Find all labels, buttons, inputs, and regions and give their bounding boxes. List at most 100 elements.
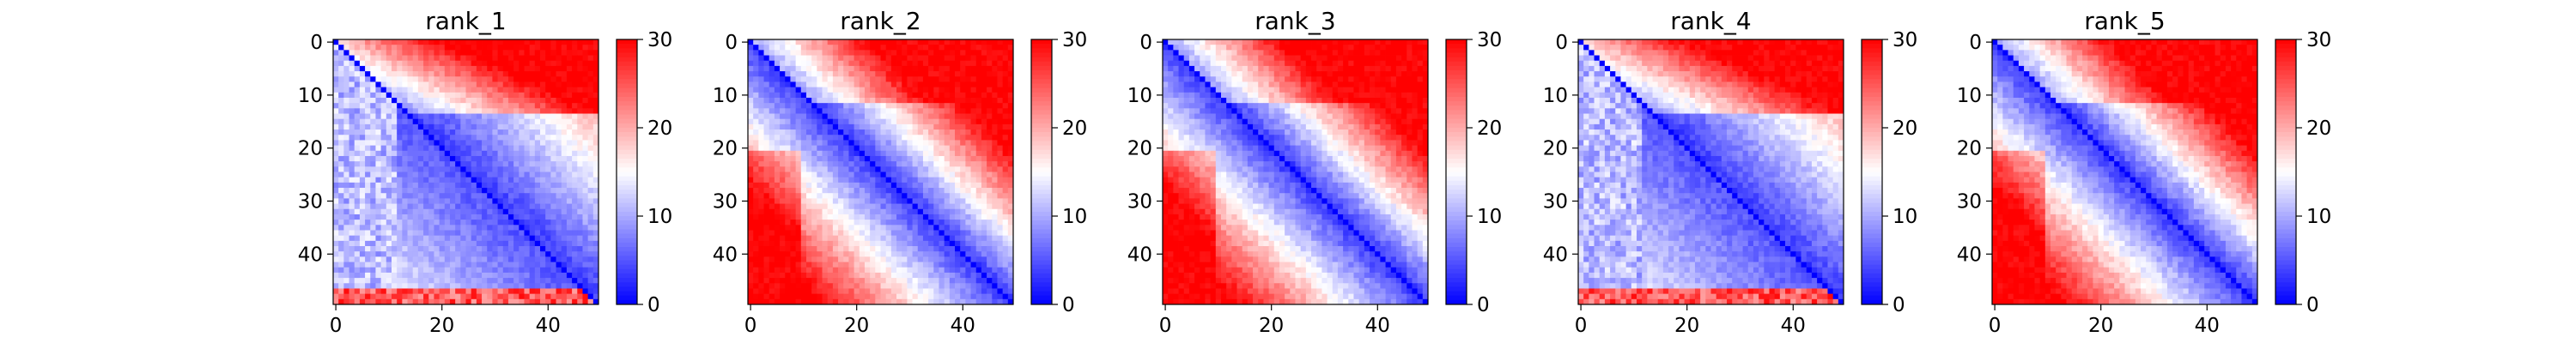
heatmap-cell xyxy=(928,103,934,109)
heatmap-cell xyxy=(333,214,339,220)
heatmap-cell xyxy=(748,103,754,109)
heatmap-cell xyxy=(402,97,408,104)
heatmap-cell xyxy=(556,92,562,99)
heatmap-cell xyxy=(912,161,919,167)
heatmap-cell xyxy=(928,208,934,215)
heatmap-cell xyxy=(896,45,902,51)
heatmap-cell xyxy=(928,172,934,178)
heatmap-cell xyxy=(524,272,531,279)
heatmap-cell xyxy=(497,198,504,204)
heatmap-cell xyxy=(592,129,599,135)
heatmap-cell xyxy=(955,193,961,199)
heatmap-cell xyxy=(545,203,551,210)
heatmap-cell xyxy=(460,155,466,162)
heatmap-cell xyxy=(928,251,934,257)
heatmap-cell xyxy=(885,246,892,252)
heatmap-cell xyxy=(870,76,876,82)
heatmap-cell xyxy=(375,65,382,72)
heatmap-cell xyxy=(960,55,966,62)
heatmap-cell xyxy=(1002,193,1009,199)
heatmap-cell xyxy=(482,39,488,45)
heatmap-cell xyxy=(370,81,376,88)
heatmap-cell xyxy=(848,251,854,257)
heatmap-cell xyxy=(939,45,945,51)
heatmap-cell xyxy=(566,182,573,189)
heatmap-cell xyxy=(471,203,477,210)
heatmap-cell xyxy=(439,188,446,194)
heatmap-cell xyxy=(572,256,578,262)
heatmap-cell xyxy=(338,97,344,104)
heatmap-cell xyxy=(502,235,509,242)
heatmap-cell xyxy=(370,166,376,172)
heatmap-cell xyxy=(970,135,977,141)
heatmap-cell xyxy=(333,108,339,114)
heatmap-cell xyxy=(822,113,829,120)
heatmap-cell xyxy=(817,65,823,72)
heatmap-cell xyxy=(870,81,876,88)
heatmap-cell xyxy=(519,50,525,56)
heatmap-cell xyxy=(587,161,594,167)
heatmap-cell xyxy=(785,71,791,77)
heatmap-cell xyxy=(780,203,786,210)
heatmap-cell xyxy=(912,55,919,62)
heatmap-cell xyxy=(848,50,854,56)
heatmap-cell xyxy=(482,50,488,56)
heatmap-cell xyxy=(577,182,583,189)
heatmap-cell xyxy=(790,65,797,72)
heatmap-cell xyxy=(885,188,892,194)
heatmap-cell xyxy=(513,283,519,289)
heatmap-cell xyxy=(753,92,759,99)
heatmap-cell xyxy=(476,298,483,305)
heatmap-cell xyxy=(859,129,866,135)
heatmap-cell xyxy=(592,108,599,114)
heatmap-cell xyxy=(487,60,493,67)
heatmap-cell xyxy=(349,145,355,152)
heatmap-cell xyxy=(354,177,361,184)
heatmap-cell xyxy=(811,283,817,289)
heatmap-cell xyxy=(928,235,934,242)
heatmap-cell xyxy=(997,288,1004,295)
heatmap-cell xyxy=(774,103,781,109)
heatmap-cell xyxy=(577,278,583,284)
heatmap-cell xyxy=(407,113,414,120)
heatmap-cell xyxy=(763,140,770,146)
heatmap-cell xyxy=(380,123,387,130)
heatmap-cell xyxy=(817,50,823,56)
heatmap-cell xyxy=(428,103,434,109)
heatmap-cell xyxy=(843,39,849,45)
heatmap-cell xyxy=(960,161,966,167)
heatmap-cell xyxy=(572,92,578,99)
heatmap-cell xyxy=(1002,135,1009,141)
heatmap-cell xyxy=(529,55,536,62)
heatmap-cell xyxy=(890,208,897,215)
heatmap-cell xyxy=(465,150,472,157)
heatmap-cell xyxy=(933,60,939,67)
heatmap-cell xyxy=(896,123,902,130)
heatmap-cell xyxy=(785,81,791,88)
heatmap-cell xyxy=(349,293,355,300)
heatmap-cell xyxy=(476,278,483,284)
heatmap-cell xyxy=(370,293,376,300)
heatmap-cell xyxy=(402,246,408,252)
heatmap-cell xyxy=(1002,251,1009,257)
heatmap-cell xyxy=(774,172,781,178)
heatmap-cell xyxy=(811,214,817,220)
heatmap-cell xyxy=(928,246,934,252)
heatmap-cell xyxy=(338,262,344,268)
heatmap-cell xyxy=(960,283,966,289)
heatmap-cell xyxy=(540,161,546,167)
heatmap-cell xyxy=(859,278,866,284)
heatmap-cell xyxy=(795,278,802,284)
panel-title: rank_2 xyxy=(840,7,920,35)
heatmap-cell xyxy=(572,166,578,172)
heatmap-cell xyxy=(349,220,355,226)
heatmap-cell xyxy=(933,87,939,93)
heatmap-cell xyxy=(592,103,599,109)
heatmap-cell xyxy=(763,278,770,284)
heatmap-cell xyxy=(487,55,493,62)
heatmap-cell xyxy=(753,161,759,167)
heatmap-cell xyxy=(748,177,754,184)
heatmap-cell xyxy=(753,140,759,146)
colorbar-tick-label: 20 xyxy=(647,117,672,140)
heatmap-cell xyxy=(434,76,440,82)
